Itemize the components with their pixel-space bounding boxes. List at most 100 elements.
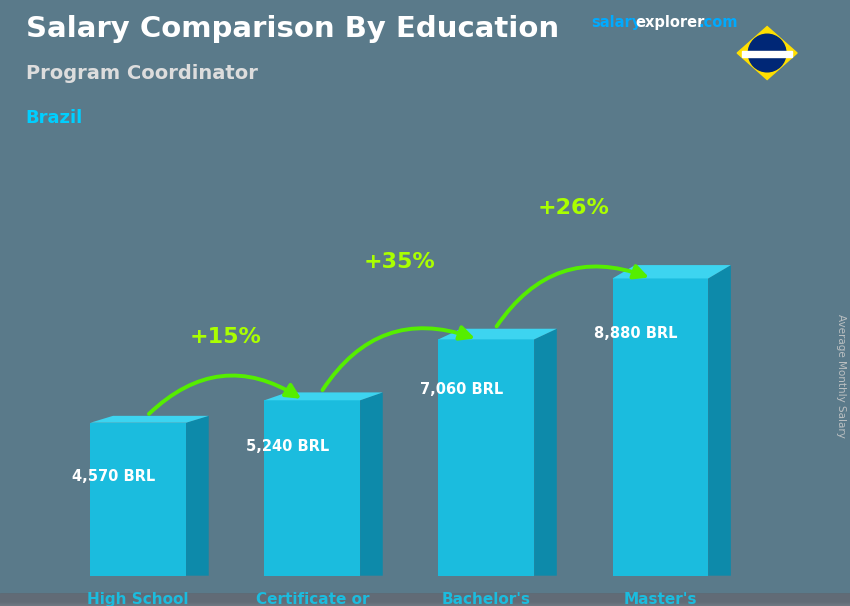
Bar xyxy=(0,597,850,603)
Bar xyxy=(0,598,850,604)
Bar xyxy=(0,598,850,604)
Bar xyxy=(0,596,850,602)
Polygon shape xyxy=(613,265,731,278)
Bar xyxy=(0,596,850,602)
Bar xyxy=(0,596,850,602)
Bar xyxy=(0,599,850,605)
Bar xyxy=(0,598,850,604)
Bar xyxy=(0,597,850,603)
Bar xyxy=(0,595,850,601)
Bar xyxy=(0,600,850,606)
Bar xyxy=(0,599,850,605)
Bar xyxy=(0,594,850,601)
Bar xyxy=(0,596,850,602)
Bar xyxy=(0,596,850,602)
Bar xyxy=(0,596,850,602)
Polygon shape xyxy=(360,393,382,576)
Bar xyxy=(0,598,850,604)
Bar xyxy=(0,596,850,602)
Bar xyxy=(0,596,850,602)
Text: Program Coordinator: Program Coordinator xyxy=(26,64,258,82)
Bar xyxy=(0,598,850,604)
Bar xyxy=(0,600,850,606)
Text: +15%: +15% xyxy=(190,327,261,347)
Bar xyxy=(0,598,850,604)
Bar xyxy=(0,598,850,604)
Bar xyxy=(0,595,850,601)
Text: 7,060 BRL: 7,060 BRL xyxy=(420,382,503,397)
Text: +35%: +35% xyxy=(364,252,435,272)
Polygon shape xyxy=(186,416,209,576)
Bar xyxy=(0,594,850,601)
Bar xyxy=(0,594,850,600)
Text: Average Monthly Salary: Average Monthly Salary xyxy=(836,314,846,438)
Bar xyxy=(0,599,850,605)
Bar xyxy=(0,598,850,604)
Bar xyxy=(0,596,850,602)
Bar xyxy=(0,594,850,601)
Bar xyxy=(0,595,850,601)
Bar xyxy=(0,600,850,606)
Bar xyxy=(0,599,850,605)
Bar xyxy=(0,595,850,601)
Bar xyxy=(0,595,850,601)
Bar xyxy=(0,599,850,605)
Bar xyxy=(0,599,850,605)
Bar xyxy=(0,598,850,604)
Text: +26%: +26% xyxy=(537,198,609,218)
Bar xyxy=(0,596,850,602)
Bar xyxy=(0,599,850,605)
Bar xyxy=(0,597,850,603)
Bar xyxy=(0,598,850,604)
Bar xyxy=(0,598,850,604)
Bar xyxy=(0,598,850,604)
Bar xyxy=(0,596,850,602)
Bar xyxy=(0,599,850,605)
Bar xyxy=(0,594,850,601)
Bar xyxy=(0,599,850,605)
Text: 8,880 BRL: 8,880 BRL xyxy=(594,326,677,341)
Text: 4,570 BRL: 4,570 BRL xyxy=(72,468,156,484)
Bar xyxy=(0,598,850,604)
Bar xyxy=(0,599,850,605)
Bar xyxy=(0,598,850,604)
Polygon shape xyxy=(439,328,557,339)
Polygon shape xyxy=(264,393,382,401)
Bar xyxy=(0,594,850,600)
Text: Salary Comparison By Education: Salary Comparison By Education xyxy=(26,15,558,43)
Bar xyxy=(0,594,850,601)
Bar xyxy=(0,599,850,605)
Text: 5,240 BRL: 5,240 BRL xyxy=(246,439,330,454)
Bar xyxy=(0,595,850,601)
Bar xyxy=(0,599,850,605)
Bar xyxy=(0,596,850,602)
Bar xyxy=(0,597,850,603)
Bar xyxy=(0,594,850,600)
Bar xyxy=(0,598,850,604)
Bar xyxy=(0,595,850,601)
Bar xyxy=(0,596,850,602)
Polygon shape xyxy=(737,27,797,79)
Bar xyxy=(0,595,850,601)
Bar xyxy=(0,596,850,602)
Bar xyxy=(0,596,850,602)
Bar xyxy=(0,599,850,605)
Text: salary: salary xyxy=(591,15,641,30)
Bar xyxy=(0,597,850,603)
Polygon shape xyxy=(90,416,209,423)
Bar xyxy=(0,598,850,604)
Bar xyxy=(0,596,850,602)
Text: explorer: explorer xyxy=(636,15,705,30)
Bar xyxy=(613,278,708,576)
Bar xyxy=(0,599,850,605)
Polygon shape xyxy=(708,265,731,576)
Bar xyxy=(0,594,850,601)
Bar xyxy=(0,598,850,604)
Bar xyxy=(90,423,186,576)
Bar xyxy=(0,598,850,604)
Bar xyxy=(264,401,360,576)
Bar xyxy=(0,594,850,600)
Bar xyxy=(0,597,850,603)
Text: Brazil: Brazil xyxy=(26,109,82,127)
Bar xyxy=(0,600,850,606)
